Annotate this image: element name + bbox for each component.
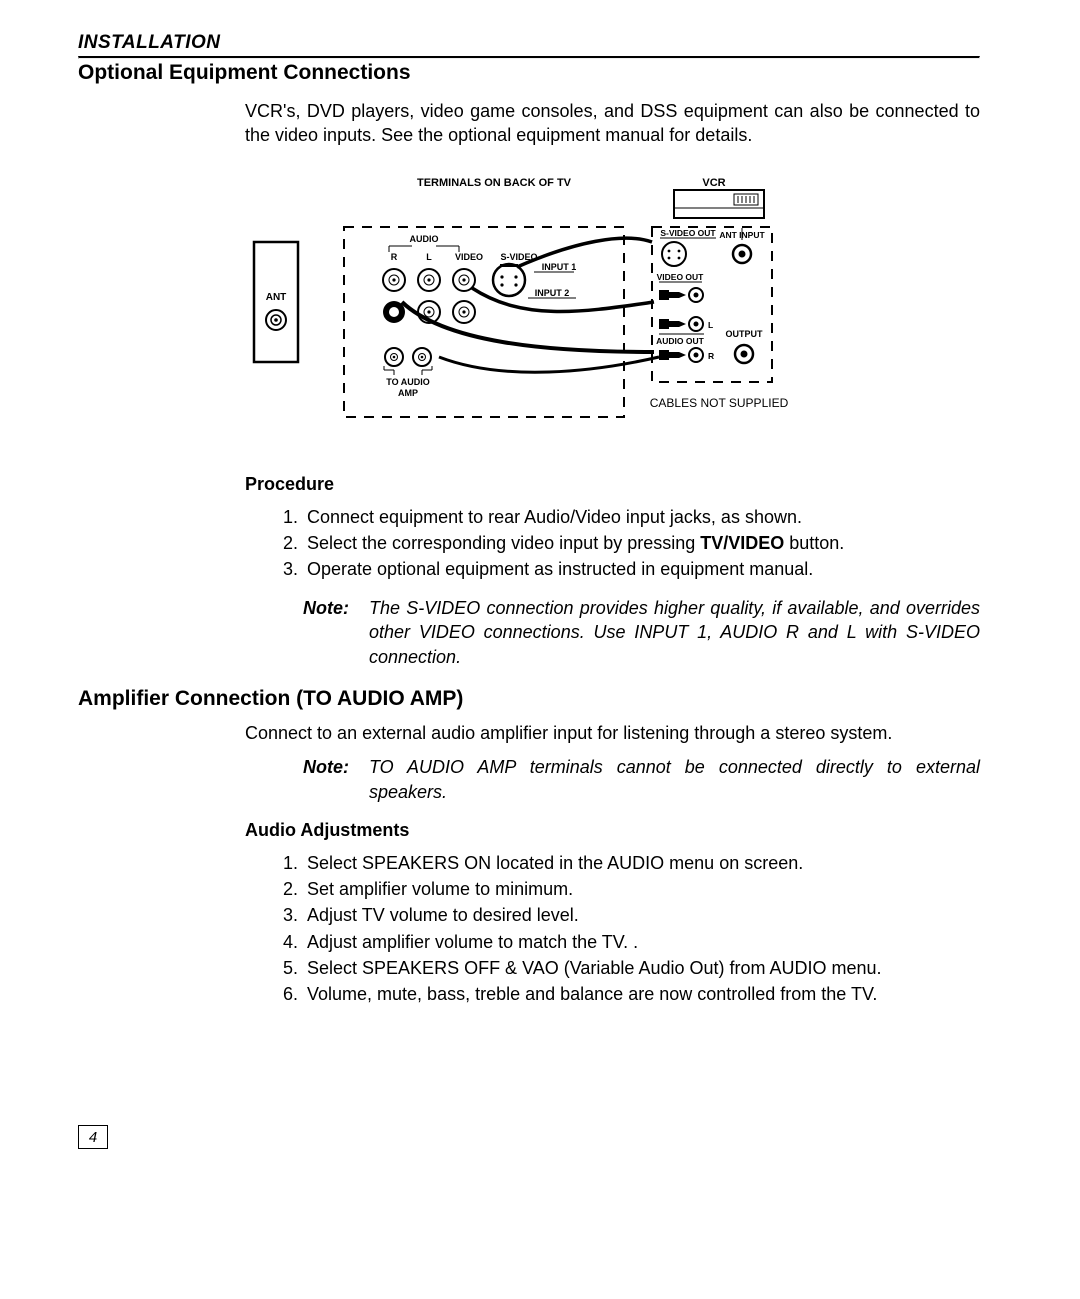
plug-row2: L <box>659 317 713 331</box>
audio-step-3: Adjust TV volume to desired level. <box>303 902 980 928</box>
note-label: Note: <box>303 596 369 669</box>
terminals-box <box>344 227 624 417</box>
diagram-svg: TERMINALS ON BACK OF TV VCR ANT AUDIO R <box>244 172 814 432</box>
label-toaudio: TO AUDIO <box>386 377 430 387</box>
audio-step-2: Set amplifier volume to minimum. <box>303 876 980 902</box>
amp-intro: Connect to an external audio amplifier i… <box>245 721 980 745</box>
amp-block: Connect to an external audio amplifier i… <box>245 721 980 1007</box>
label-cables: CABLES NOT SUPPLIED <box>650 396 789 410</box>
note1-body: The S-VIDEO connection provides higher q… <box>369 596 980 669</box>
svg-text:L: L <box>708 320 713 330</box>
to-audio-amp: TO AUDIO AMP <box>384 348 432 398</box>
audio-step-4: Adjust amplifier volume to match the TV.… <box>303 929 980 955</box>
intro-text: VCR's, DVD players, video game consoles,… <box>245 99 980 148</box>
connection-diagram: TERMINALS ON BACK OF TV VCR ANT AUDIO R <box>78 172 980 432</box>
label-svideo-out: S-VIDEO OUT <box>660 228 716 238</box>
audio-step-5: Select SPEAKERS OFF & VAO (Variable Audi… <box>303 955 980 981</box>
label-input1: INPUT 1 <box>542 262 577 272</box>
note-label-2: Note: <box>303 755 369 804</box>
procedure-heading: Procedure <box>245 472 980 496</box>
label-ant: ANT <box>266 292 287 303</box>
proc-step-3: Operate optional equipment as instructed… <box>303 556 980 582</box>
audio-step-1: Select SPEAKERS ON located in the AUDIO … <box>303 850 980 876</box>
procedure-list: Connect equipment to rear Audio/Video in… <box>245 504 980 582</box>
title-optional-equipment: Optional Equipment Connections <box>78 61 980 85</box>
proc-step-1: Connect equipment to rear Audio/Video in… <box>303 504 980 530</box>
label-audio: AUDIO <box>410 234 439 244</box>
title-amplifier: Amplifier Connection (TO AUDIO AMP) <box>78 687 980 711</box>
label-audio-out: AUDIO OUT <box>656 336 705 346</box>
label-output: OUTPUT <box>726 329 764 339</box>
audio-adj-heading: Audio Adjustments <box>245 818 980 842</box>
plug-video-out <box>659 288 703 302</box>
header-rule <box>78 56 980 59</box>
label-r: R <box>391 252 398 262</box>
label-amp: AMP <box>398 388 418 398</box>
audio-steps-list: Select SPEAKERS ON located in the AUDIO … <box>245 850 980 1007</box>
label-video: VIDEO <box>455 252 483 262</box>
label-vcr: VCR <box>702 177 725 189</box>
label-video-out: VIDEO OUT <box>657 272 705 282</box>
proc-step-2: Select the corresponding video input by … <box>303 530 980 556</box>
label-terminals: TERMINALS ON BACK OF TV <box>417 177 572 189</box>
label-input2: INPUT 2 <box>535 288 570 298</box>
audio-step-6: Volume, mute, bass, treble and balance a… <box>303 981 980 1007</box>
note-1: Note: The S-VIDEO connection provides hi… <box>303 596 980 669</box>
note2-body: TO AUDIO AMP terminals cannot be connect… <box>369 755 980 804</box>
intro-block: VCR's, DVD players, video game consoles,… <box>245 99 980 148</box>
section-label: INSTALLATION <box>78 32 980 54</box>
procedure-block: Procedure Connect equipment to rear Audi… <box>245 472 980 669</box>
note-2: Note: TO AUDIO AMP terminals cannot be c… <box>303 755 980 804</box>
cable-audio-out <box>439 357 659 372</box>
page-number: 4 <box>78 1125 108 1149</box>
svg-text:R: R <box>708 351 714 361</box>
plug-audio-r: R <box>659 348 714 362</box>
label-l: L <box>426 252 432 262</box>
page: INSTALLATION Optional Equipment Connecti… <box>0 0 1080 1299</box>
